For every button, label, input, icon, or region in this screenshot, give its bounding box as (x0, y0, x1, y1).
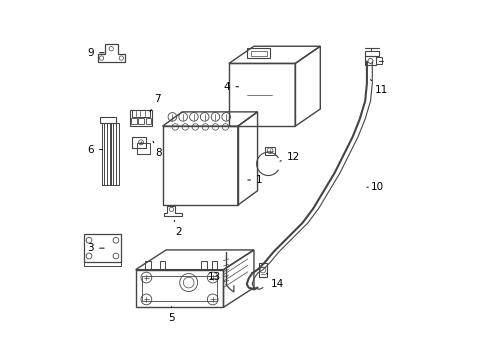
Text: 14: 14 (267, 273, 284, 289)
Text: 12: 12 (280, 152, 300, 162)
Text: 6: 6 (88, 144, 102, 154)
Text: 9: 9 (88, 48, 104, 58)
Text: 4: 4 (224, 82, 239, 92)
Text: 8: 8 (153, 141, 162, 158)
Text: 10: 10 (367, 182, 384, 192)
Text: 2: 2 (174, 220, 182, 237)
Text: 13: 13 (208, 272, 227, 282)
Text: 11: 11 (370, 80, 388, 95)
Text: 3: 3 (88, 243, 104, 253)
Text: 5: 5 (168, 306, 175, 323)
Text: 7: 7 (150, 94, 160, 112)
Text: 1: 1 (248, 175, 263, 185)
